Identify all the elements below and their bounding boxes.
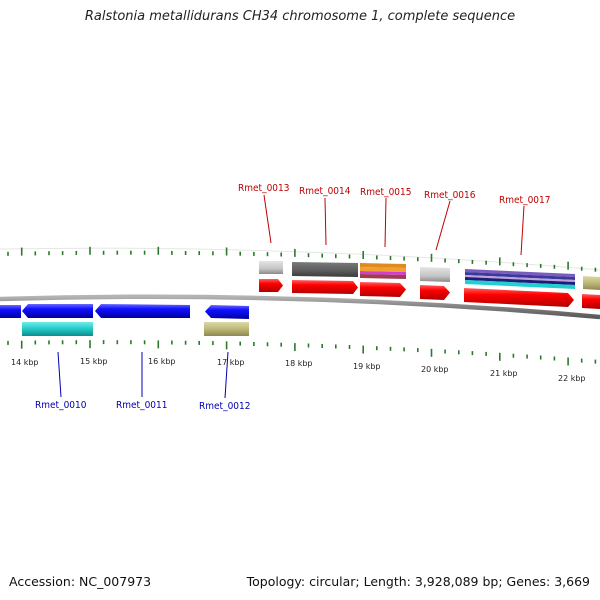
cds-arrow-rmet-0018[interactable] [582, 294, 600, 309]
cds-arrow-rmet-0009[interactable] [0, 305, 21, 318]
cds-arrow-rmet-0013[interactable] [259, 279, 283, 292]
category-block-rmet-0013 [259, 261, 283, 274]
category-block-rmet-0017 [465, 269, 575, 289]
gene-label-rmet-0010[interactable]: Rmet_0010 [35, 400, 87, 411]
kbp-scale: 14 kbp 15 kbp 16 kbp 17 kbp 18 kbp 19 kb… [11, 357, 586, 383]
gene-label-rmet-0015[interactable]: Rmet_0015 [360, 187, 411, 198]
lower-tick-marks [7, 340, 597, 366]
leader-rmet-0013 [263, 194, 272, 244]
leader-rmet-0012 [224, 351, 229, 399]
genome-summary-text: Topology: circular; Length: 3,928,089 bp… [246, 574, 590, 589]
forward-gene-labels: Rmet_0013 Rmet_0014 Rmet_0015 Rmet_0016 … [238, 183, 550, 256]
track-outline [0, 247, 600, 271]
cds-arrow-rmet-0011[interactable] [95, 304, 190, 318]
category-block-rmet-0010 [22, 322, 93, 336]
gene-label-rmet-0012[interactable]: Rmet_0012 [199, 401, 250, 412]
gene-label-rmet-0014[interactable]: Rmet_0014 [299, 186, 351, 197]
cds-arrow-rmet-0016[interactable] [420, 285, 450, 300]
map-title: Ralstonia metallidurans CH34 chromosome … [84, 9, 516, 24]
gene-label-rmet-0017[interactable]: Rmet_0017 [499, 195, 550, 206]
cds-arrow-rmet-0012[interactable] [205, 305, 249, 319]
category-block-rmet-0018 [583, 276, 600, 290]
reverse-function-blocks [22, 322, 249, 336]
kbp-label: 18 kbp [285, 359, 313, 368]
upper-tick-marks [7, 246, 597, 272]
gene-label-rmet-0016[interactable]: Rmet_0016 [424, 190, 476, 201]
leader-rmet-0017 [520, 205, 525, 256]
forward-strand-features [259, 279, 600, 309]
forward-function-blocks [259, 261, 600, 290]
reverse-gene-labels: Rmet_0010 Rmet_0011 Rmet_0012 [35, 351, 250, 412]
cds-arrow-rmet-0015[interactable] [360, 282, 406, 297]
kbp-label: 16 kbp [148, 357, 176, 366]
leader-rmet-0010 [57, 351, 62, 398]
kbp-label: 17 kbp [217, 358, 245, 367]
kbp-label: 21 kbp [490, 369, 518, 378]
category-block-rmet-0012 [204, 322, 249, 336]
gene-label-rmet-0013[interactable]: Rmet_0013 [238, 183, 289, 194]
cds-arrow-rmet-0014[interactable] [292, 280, 358, 294]
chromosome-backbone [0, 294, 600, 320]
category-block-rmet-0014 [292, 262, 358, 277]
kbp-label: 14 kbp [11, 358, 39, 367]
gene-label-rmet-0011[interactable]: Rmet_0011 [116, 400, 167, 411]
cds-arrow-rmet-0017[interactable] [464, 288, 574, 307]
kbp-label: 22 kbp [558, 374, 586, 383]
kbp-label: 20 kbp [421, 365, 449, 374]
kbp-label: 15 kbp [80, 357, 108, 366]
leader-rmet-0014 [324, 197, 327, 246]
cds-arrow-rmet-0010[interactable] [22, 304, 93, 318]
leader-rmet-0015 [384, 197, 387, 248]
kbp-label: 19 kbp [353, 362, 381, 371]
category-block-rmet-0016 [420, 267, 450, 282]
leader-rmet-0016 [435, 200, 451, 251]
accession-text: Accession: NC_007973 [9, 574, 152, 589]
reverse-strand-features [0, 304, 249, 319]
category-block-rmet-0015 [360, 263, 406, 279]
